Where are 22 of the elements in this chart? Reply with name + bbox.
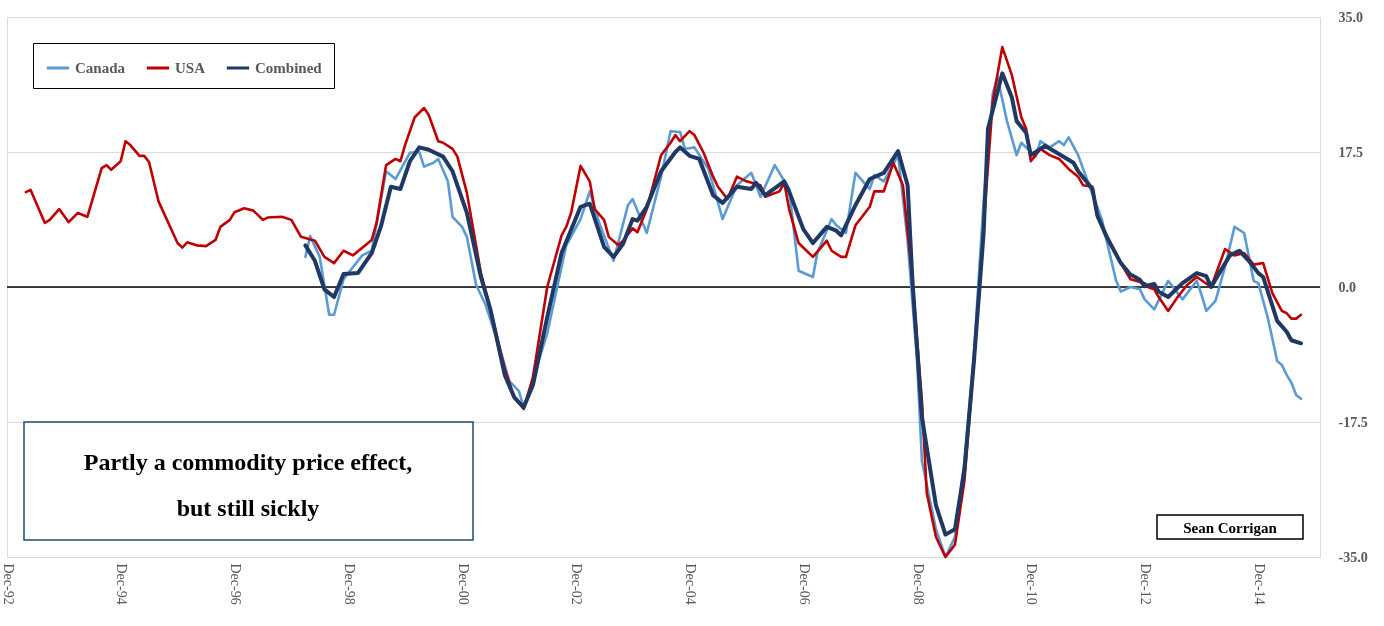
- x-tick-label: Dec-92: [0, 563, 16, 605]
- y-tick-label: 35.0: [1338, 9, 1363, 25]
- annotation: Partly a commodity price effect, but still sickly: [83, 449, 413, 521]
- annotation: Sean Corrigan: [1183, 520, 1278, 536]
- y-tick-label: 0.0: [1338, 279, 1356, 295]
- x-tick-label: Dec-04: [683, 563, 699, 605]
- y-tick-label: 17.5: [1338, 144, 1363, 160]
- legend-label: Combined: [255, 60, 323, 76]
- x-tick-label: Dec-94: [114, 563, 130, 605]
- legend-label: Canada: [75, 60, 126, 76]
- x-tick-label: Dec-12: [1138, 563, 1154, 605]
- x-tick-label: Dec-96: [228, 563, 244, 605]
- x-tick-label: Dec-10: [1024, 563, 1040, 605]
- legend-label: USA: [175, 60, 206, 76]
- x-tick-label: Dec-06: [796, 563, 812, 605]
- y-tick-label: -17.5: [1338, 414, 1368, 430]
- x-tick-label: Dec-08: [910, 563, 926, 605]
- x-tick-label: Dec-98: [341, 563, 357, 605]
- x-tick-label: Dec-02: [569, 563, 585, 605]
- x-tick-label: Dec-14: [1251, 563, 1267, 605]
- x-tick-label: Dec-00: [455, 563, 471, 605]
- y-tick-label: -35.0: [1338, 549, 1368, 565]
